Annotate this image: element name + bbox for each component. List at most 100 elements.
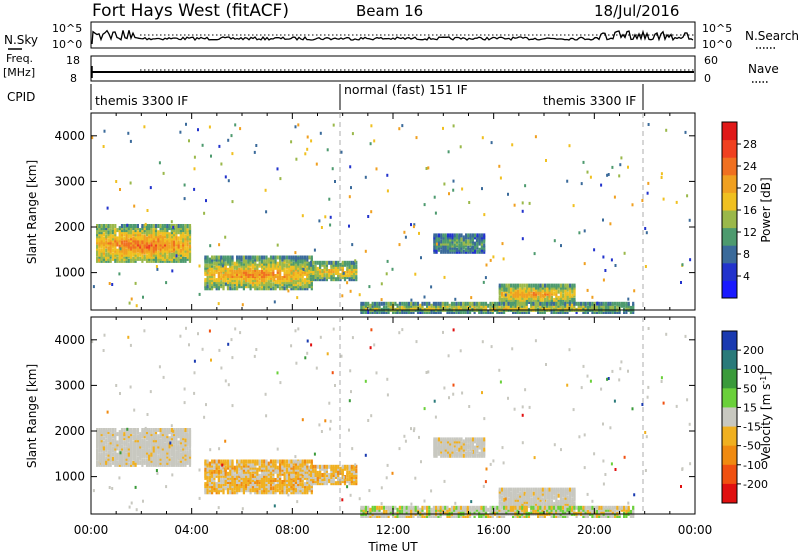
velocity-cell — [466, 514, 469, 518]
power-cell — [164, 226, 167, 231]
power-cell — [498, 301, 501, 306]
power-cell — [217, 265, 220, 270]
velocity-cell — [184, 434, 187, 439]
velocity-cell — [392, 505, 395, 510]
velocity-cell — [466, 509, 469, 514]
power-cell — [292, 278, 295, 283]
power-point — [128, 301, 131, 305]
power-cell — [215, 265, 218, 270]
power-cell — [528, 300, 531, 304]
power-cell — [154, 248, 158, 253]
velocity-cell — [109, 462, 112, 467]
power-cell — [360, 305, 363, 310]
power-point — [418, 231, 420, 235]
velocity-cell — [168, 430, 171, 435]
power-cell — [285, 269, 288, 274]
power-point — [461, 187, 464, 191]
velocity-cell — [419, 509, 422, 514]
velocity-cell — [154, 444, 158, 449]
power-point — [452, 124, 455, 128]
power-cell — [480, 241, 483, 246]
power-cell — [559, 310, 562, 314]
velocity-cell — [265, 490, 268, 495]
velocity-cell — [154, 438, 158, 443]
power-cell — [139, 228, 142, 233]
velocity-cell — [143, 440, 146, 445]
velocity-cell — [269, 482, 273, 487]
power-cell — [139, 230, 142, 235]
power-point — [133, 204, 136, 208]
velocity-cell — [523, 487, 526, 492]
power-cell — [114, 228, 117, 233]
power-cell — [224, 261, 227, 266]
velocity-cell — [254, 459, 257, 464]
velocity-cell — [245, 463, 248, 468]
velocity-cell — [453, 514, 456, 518]
power-cell — [175, 248, 178, 253]
velocity-cell — [323, 477, 326, 482]
velocity-cell — [332, 481, 335, 486]
velocity-cell — [157, 460, 160, 465]
velocity-cell — [206, 461, 209, 466]
power-point — [155, 265, 158, 268]
power-cell — [355, 269, 358, 273]
velocity-cell — [220, 473, 223, 478]
velocity-cell — [332, 477, 335, 482]
velocity-cell — [306, 486, 309, 491]
velocity-cell — [208, 482, 211, 487]
power-cell — [127, 238, 130, 243]
velocity-cell — [204, 461, 207, 466]
velocity-cell — [514, 491, 517, 496]
power-cell — [263, 282, 266, 287]
power-cell — [141, 256, 144, 261]
power-cell — [392, 310, 395, 314]
power-cell — [629, 305, 632, 310]
velocity-cell — [206, 488, 209, 493]
velocity-cell — [346, 470, 349, 475]
power-point — [534, 135, 537, 139]
velocity-cell — [249, 482, 252, 487]
velocity-cell — [462, 439, 465, 444]
velocity-cell — [555, 495, 558, 500]
power-cell — [516, 283, 519, 288]
power-cell — [118, 248, 121, 253]
power-cell — [283, 255, 286, 260]
power-cell — [553, 283, 556, 288]
velocity-cell — [328, 473, 331, 477]
power-cell — [448, 310, 451, 314]
power-cell — [290, 282, 293, 287]
power-cell — [435, 245, 438, 250]
velocity-cell — [274, 490, 277, 495]
power-cell — [564, 283, 567, 288]
power-cell — [541, 287, 544, 292]
velocity-cell — [279, 482, 282, 487]
velocity-cell — [134, 456, 137, 461]
power-point — [593, 248, 596, 252]
power-cell — [173, 234, 176, 239]
velocity-cell — [154, 430, 158, 435]
power-point — [566, 179, 569, 183]
velocity-cell — [111, 438, 115, 443]
velocity-cell — [258, 478, 261, 482]
power-cell — [226, 267, 230, 272]
power-cell — [620, 301, 623, 306]
power-cell — [267, 282, 270, 287]
velocity-cell — [168, 460, 171, 465]
power-point — [351, 243, 354, 247]
power-cell — [306, 269, 309, 274]
power-cell — [509, 301, 512, 306]
power-cell — [568, 301, 571, 306]
velocity-cell — [525, 487, 529, 492]
power-cell — [143, 254, 146, 259]
power-cell — [442, 245, 445, 250]
power-cell — [462, 241, 465, 246]
velocity-cell — [537, 499, 540, 504]
velocity-cell — [272, 459, 275, 464]
velocity-cell — [519, 499, 522, 504]
power-cell — [559, 295, 563, 300]
velocity-cell — [114, 452, 117, 457]
velocity-cell — [120, 456, 124, 461]
power-cell — [136, 224, 139, 228]
power-cell — [161, 248, 164, 253]
velocity-cell — [568, 495, 572, 500]
